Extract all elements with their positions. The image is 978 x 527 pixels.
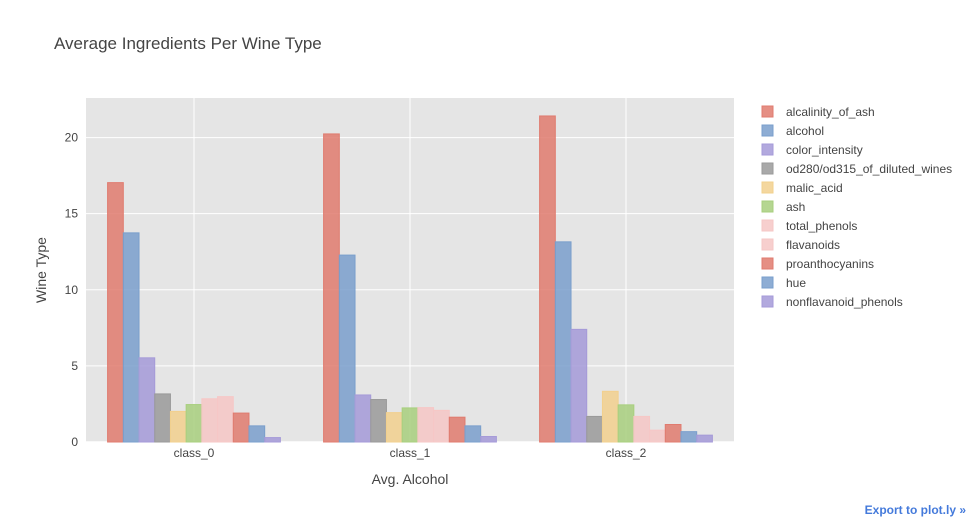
legend-swatch (761, 105, 774, 118)
bar-ash-class_0[interactable] (185, 404, 203, 443)
bar-od280-od315-of-diluted-wines-class_2[interactable] (586, 415, 603, 443)
legend-item[interactable]: ash (761, 200, 805, 214)
bar-flavanoids-class_1[interactable] (433, 409, 450, 443)
legend-swatch (761, 181, 774, 194)
legend-label: total_phenols (786, 219, 857, 233)
bar-hue-class_1[interactable] (464, 425, 482, 443)
bar-ash-class_1[interactable] (401, 407, 419, 443)
legend-item[interactable]: flavanoids (761, 238, 840, 252)
bar-total-phenols-class_2[interactable] (633, 415, 651, 443)
y-tick-label: 0 (71, 435, 78, 449)
bar-alcalinity-of-ash-class_1[interactable] (323, 133, 340, 443)
bar-malic-acid-class_2[interactable] (601, 390, 619, 443)
bar-alcalinity-of-ash-class_0[interactable] (107, 182, 124, 443)
bar-od280-od315-of-diluted-wines-class_0[interactable] (154, 393, 171, 443)
y-tick-label: 5 (71, 359, 78, 373)
x-axis-ticks: class_0 class_1 class_2 (174, 446, 647, 460)
legend-item[interactable]: alcalinity_of_ash (761, 105, 875, 119)
bar-nonflavanoid-phenols-class_2[interactable] (696, 434, 713, 443)
legend-label: proanthocyanins (786, 257, 874, 271)
y-tick-label: 10 (65, 283, 79, 297)
legend-swatch (761, 143, 774, 156)
legend-swatch (761, 124, 774, 137)
bar-flavanoids-class_2[interactable] (649, 429, 666, 443)
legend-label: alcalinity_of_ash (786, 105, 875, 119)
legend-label: flavanoids (786, 238, 840, 252)
bar-proanthocyanins-class_2[interactable] (664, 423, 682, 443)
y-tick-label: 20 (65, 131, 79, 145)
x-tick-label: class_2 (606, 446, 647, 460)
legend-label: color_intensity (786, 143, 863, 157)
export-to-plotly-link[interactable]: Export to plot.ly » (864, 503, 966, 517)
legend-swatch (761, 257, 774, 270)
bar-color-intensity-class_0[interactable] (138, 357, 156, 443)
bar-total-phenols-class_0[interactable] (201, 398, 219, 443)
legend-item[interactable]: alcohol (761, 124, 824, 138)
y-tick-label: 15 (65, 207, 79, 221)
bar-hue-class_2[interactable] (680, 431, 698, 443)
bar-total-phenols-class_1[interactable] (417, 407, 435, 443)
legend-item[interactable]: total_phenols (761, 219, 857, 233)
bar-alcohol-class_1[interactable] (338, 254, 356, 443)
legend-swatch (761, 200, 774, 213)
legend-swatch (761, 162, 774, 175)
bar-ash-class_2[interactable] (617, 404, 635, 443)
bar-alcalinity-of-ash-class_2[interactable] (539, 115, 556, 443)
legend-item[interactable]: od280/od315_of_diluted_wines (761, 162, 952, 176)
legend-swatch (761, 219, 774, 232)
legend-label: alcohol (786, 124, 824, 138)
legend-label: hue (786, 276, 806, 290)
bar-od280-od315-of-diluted-wines-class_1[interactable] (370, 399, 387, 443)
bar-flavanoids-class_0[interactable] (217, 396, 234, 443)
y-axis-label: Wine Type (33, 237, 49, 303)
bar-proanthocyanins-class_1[interactable] (448, 416, 466, 443)
legend-item[interactable]: malic_acid (761, 181, 843, 195)
legend-item[interactable]: nonflavanoid_phenols (761, 295, 903, 309)
y-axis-ticks: 0 5 10 15 20 (65, 131, 79, 449)
bar-malic-acid-class_1[interactable] (385, 412, 403, 443)
legend-swatch (761, 238, 774, 251)
bar-alcohol-class_0[interactable] (122, 232, 140, 443)
bar-nonflavanoid-phenols-class_1[interactable] (480, 436, 497, 443)
bar-hue-class_0[interactable] (248, 425, 266, 443)
legend-swatch (761, 276, 774, 289)
legend-label: od280/od315_of_diluted_wines (786, 162, 952, 176)
chart-title: Average Ingredients Per Wine Type (54, 34, 322, 53)
legend-item[interactable]: color_intensity (761, 143, 863, 157)
bar-color-intensity-class_1[interactable] (354, 394, 372, 443)
bar-alcohol-class_2[interactable] (554, 241, 572, 443)
bar-malic-acid-class_0[interactable] (169, 410, 187, 443)
legend-label: ash (786, 200, 805, 214)
legend-swatch (761, 295, 774, 308)
bar-nonflavanoid-phenols-class_0[interactable] (264, 437, 281, 443)
legend-label: malic_acid (786, 181, 843, 195)
bar-proanthocyanins-class_0[interactable] (232, 412, 250, 443)
x-tick-label: class_1 (390, 446, 431, 460)
legend-item[interactable]: proanthocyanins (761, 257, 874, 271)
x-tick-label: class_0 (174, 446, 215, 460)
bars-group (107, 115, 713, 443)
x-axis-label: Avg. Alcohol (372, 471, 449, 487)
bar-color-intensity-class_2[interactable] (570, 328, 588, 443)
legend-label: nonflavanoid_phenols (786, 295, 903, 309)
legend-item[interactable]: hue (761, 276, 806, 290)
